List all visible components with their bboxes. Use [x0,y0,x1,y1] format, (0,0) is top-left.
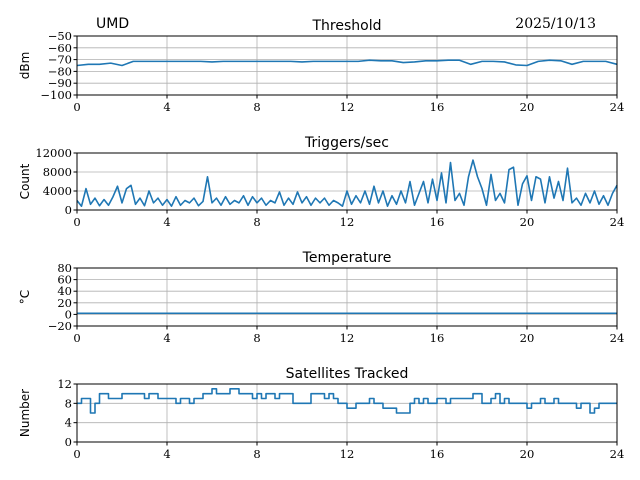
y-tick-label: 12 [57,377,72,391]
x-tick-label: 12 [340,447,355,461]
y-tick-label: −90 [48,76,72,90]
series-line [77,388,617,414]
chart-title: Satellites Tracked [286,366,409,382]
x-tick-label: 16 [430,100,445,114]
y-axis-label: Count [18,163,32,199]
x-tick-label: 4 [163,331,170,345]
x-tick-label: 0 [73,331,80,345]
x-tick-label: 8 [253,447,260,461]
x-tick-label: 8 [253,100,260,114]
x-tick-label: 4 [163,100,170,114]
x-tick-label: 12 [340,215,355,229]
y-tick-label: −20 [48,319,72,333]
x-tick-label: 8 [253,215,260,229]
x-tick-label: 20 [520,447,535,461]
y-tick-label: 0 [65,307,72,321]
y-tick-label: −60 [48,41,72,55]
y-tick-label: 20 [57,296,72,310]
x-tick-label: 24 [610,447,625,461]
x-tick-label: 16 [430,447,445,461]
y-tick-label: 80 [57,261,72,275]
y-tick-label: 40 [57,284,72,298]
y-tick-label: 0 [65,435,72,449]
x-tick-label: 20 [520,215,535,229]
y-axis-label: dBm [18,52,32,80]
panel-triggers-sec: 0 4 8 12 16 20 24 0 4000 8000 12000 Triggers/sec Cou… [18,135,624,229]
x-tick-label: 0 [73,100,80,114]
y-tick-label: −50 [48,29,72,43]
x-tick-label: 12 [340,100,355,114]
panel-satellites-tracked: 0 4 8 12 16 20 24 0 4 8 12 Satellites Tracked Number [18,366,624,461]
y-tick-label: 4 [65,416,72,430]
y-tick-label: 60 [57,273,72,287]
x-tick-label: 4 [163,215,170,229]
y-tick-label: 8000 [43,165,72,179]
x-tick-label: 20 [520,331,535,345]
x-tick-label: 24 [610,331,625,345]
y-tick-label: 0 [65,203,72,217]
y-tick-label: 8 [65,396,72,410]
x-tick-label: 16 [430,215,445,229]
y-tick-label: −70 [48,53,72,67]
series-line [76,59,618,67]
chart-title: Triggers/sec [304,135,389,151]
x-tick-label: 0 [73,215,80,229]
y-tick-label: 12000 [35,146,72,160]
chart-title: Threshold [312,18,382,34]
y-tick-label: −100 [40,88,72,102]
station-label: UMD [96,16,129,32]
x-tick-label: 20 [520,100,535,114]
y-axis-label: °C [18,290,32,304]
date-label: 2025/10/13 [515,16,596,32]
x-tick-label: 16 [430,331,445,345]
y-tick-label: −80 [48,64,72,78]
x-tick-label: 24 [610,215,625,229]
y-axis-label: Number [18,389,32,437]
x-tick-label: 4 [163,447,170,461]
y-tick-label: 4000 [43,184,72,198]
series-line [76,159,618,207]
x-tick-label: 24 [610,100,625,114]
x-tick-label: 0 [73,447,80,461]
x-tick-label: 8 [253,331,260,345]
x-tick-label: 12 [340,331,355,345]
panel-threshold: 0 4 8 12 16 20 24 −100−90−80−70−60−50 Threshold d… [18,18,624,114]
chart-title: Temperature [302,250,392,266]
